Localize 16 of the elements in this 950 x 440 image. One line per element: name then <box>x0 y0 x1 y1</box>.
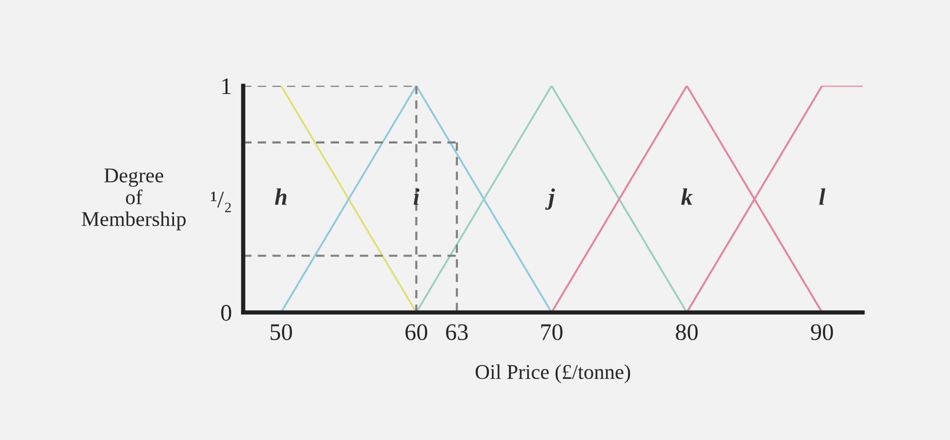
text: l <box>819 188 826 205</box>
series-label: j <box>545 188 555 210</box>
x-axis-title: Oil Price (£/tonne) <box>476 364 630 384</box>
y-axis-title: Degree of Membership <box>82 168 186 230</box>
x-tick-label: 60 <box>406 324 428 340</box>
x-tick-label: 80 <box>676 324 698 340</box>
text: k <box>681 188 693 205</box>
x-tick-label: 50 <box>270 324 292 340</box>
x-tick-label: 90 <box>810 324 833 340</box>
y-tick-label: 1 <box>222 78 231 94</box>
x-tick-label: 70 <box>541 324 562 340</box>
text: i <box>414 188 420 205</box>
x-tick-label: 63 <box>446 324 468 340</box>
y-tick-label: 0 <box>221 304 232 321</box>
text: h <box>274 188 286 205</box>
y-tick-label: ¹/₂ <box>210 192 231 212</box>
